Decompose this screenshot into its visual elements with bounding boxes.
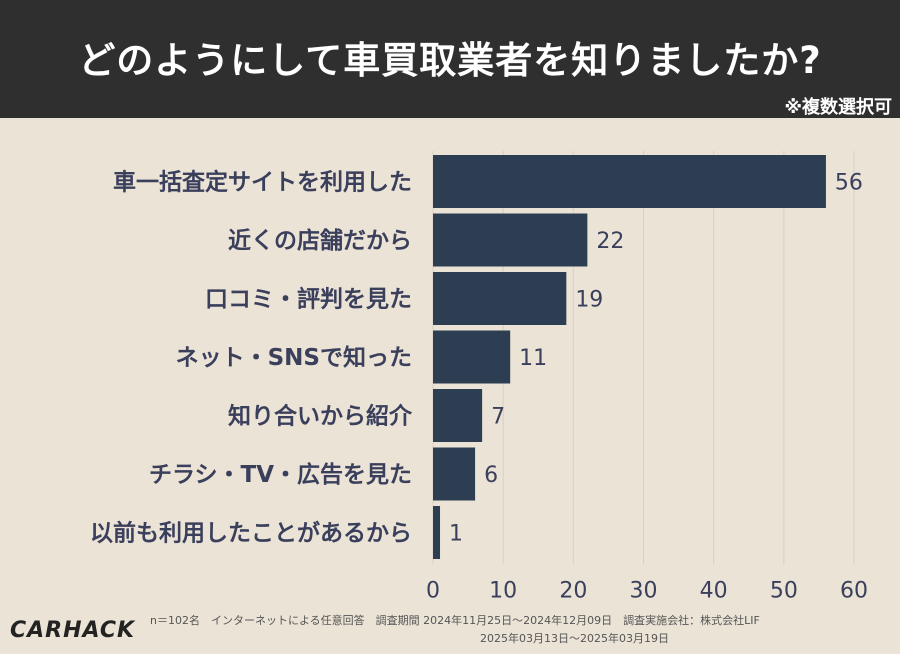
value-label: 56	[835, 171, 863, 196]
x-tick-label: 50	[770, 579, 798, 604]
x-tick-label: 30	[630, 579, 658, 604]
value-label: 7	[491, 405, 505, 430]
category-label: チラシ・TV・広告を見た	[149, 461, 412, 488]
value-label: 1	[449, 522, 463, 547]
bar-chart: 車一括査定サイトを利用した 56 近くの店舗だから 22 口コミ・評判を見た 19 ネット・…	[90, 151, 868, 604]
header-banner: どのようにして車買取業者を知りましたか? ※複数選択可	[0, 0, 900, 118]
bar	[433, 330, 511, 384]
chart-title: どのようにして車買取業者を知りましたか?	[78, 39, 822, 82]
x-tick-label: 20	[559, 579, 587, 604]
value-label: 11	[519, 346, 547, 371]
category-label: 近くの店舗だから	[228, 228, 412, 254]
source-line-1: n＝102名 インターネットによる任意回答 調査期間 2024年11月25日〜2…	[150, 614, 760, 627]
bar	[433, 447, 476, 501]
bar	[433, 213, 588, 267]
bar	[433, 506, 441, 559]
x-tick-label: 0	[426, 579, 440, 604]
survey-source: n＝102名 インターネットによる任意回答 調査期間 2024年11月25日〜2…	[150, 612, 870, 648]
category-label: ネット・SNSで知った	[176, 344, 412, 371]
x-tick-label: 40	[700, 579, 728, 604]
category-label: 車一括査定サイトを利用した	[113, 169, 412, 196]
bar	[433, 272, 567, 325]
value-label: 19	[575, 288, 603, 313]
chart-area: 車一括査定サイトを利用した 56 近くの店舗だから 22 口コミ・評判を見た 19 ネット・…	[0, 118, 900, 654]
multiple-choice-note: ※複数選択可	[784, 97, 893, 118]
value-label: 6	[484, 463, 498, 488]
category-label: 口コミ・評判を見た	[205, 286, 412, 313]
bar	[433, 389, 483, 442]
source-line-2: 2025年03月13日〜2025年03月19日	[480, 632, 669, 645]
category-label: 知り合いから紹介	[228, 403, 413, 430]
value-label: 22	[596, 229, 624, 254]
category-label: 以前も利用したことがあるから	[90, 520, 412, 547]
footer: CARHACK n＝102名 インターネットによる任意回答 調査期間 2024年…	[0, 606, 900, 654]
bar	[433, 155, 826, 208]
x-tick-label: 60	[840, 579, 868, 604]
carhack-logo: CARHACK	[10, 618, 136, 643]
x-tick-label: 10	[489, 579, 517, 604]
